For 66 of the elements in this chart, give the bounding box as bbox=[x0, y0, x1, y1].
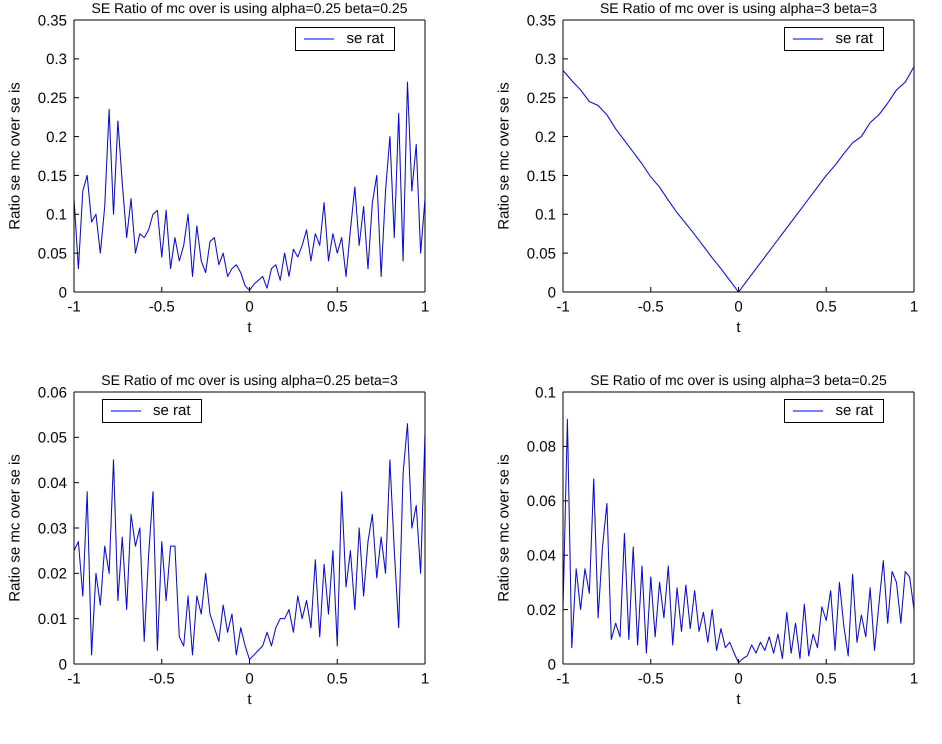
chart-title: SE Ratio of mc over is using alpha=0.25 beta=0.25 bbox=[92, 0, 408, 16]
y-tick-label: 0.02 bbox=[526, 602, 556, 619]
y-tick-label: 0.01 bbox=[38, 610, 67, 628]
y-tick-label: 0.02 bbox=[38, 566, 67, 583]
x-tick-label: 0 bbox=[734, 670, 743, 688]
x-tick-label: -0.5 bbox=[148, 670, 175, 688]
y-tick-label: 0.15 bbox=[38, 168, 67, 185]
y-tick-label: 0.1 bbox=[535, 384, 556, 402]
y-tick-label: 0.05 bbox=[526, 245, 556, 262]
x-tick-label: 0.5 bbox=[816, 298, 837, 316]
x-tick-label: 1 bbox=[910, 298, 918, 316]
x-tick-label: 0 bbox=[245, 298, 254, 316]
y-tick-label: 0.03 bbox=[38, 520, 67, 538]
x-tick-label: -1 bbox=[67, 670, 81, 688]
y-tick-label: 0 bbox=[58, 284, 67, 302]
legend-label: se rat bbox=[835, 30, 873, 47]
chart-title: SE Ratio of mc over is using alpha=3 beta=0.25 bbox=[590, 372, 887, 388]
y-tick-label: 0.04 bbox=[38, 474, 67, 492]
chart-title: SE Ratio of mc over is using alpha=0.25 beta=3 bbox=[101, 372, 398, 388]
y-axis-title: Ratio se mc over se is bbox=[495, 82, 512, 230]
x-tick-label: 0 bbox=[734, 298, 743, 316]
y-axis-title: Ratio se mc over se is bbox=[6, 454, 24, 602]
y-tick-label: 0 bbox=[58, 656, 67, 674]
x-axis-title: t bbox=[736, 319, 742, 336]
y-tick-label: 0.05 bbox=[38, 245, 67, 262]
x-tick-label: -0.5 bbox=[638, 670, 664, 688]
y-tick-label: 0.05 bbox=[38, 430, 67, 447]
y-tick-label: 0.06 bbox=[38, 384, 67, 402]
x-tick-label: 1 bbox=[420, 298, 430, 316]
y-axis-title: Ratio se mc over se is bbox=[495, 454, 512, 602]
x-tick-label: -1 bbox=[556, 670, 570, 688]
x-tick-label: 0.5 bbox=[816, 670, 837, 688]
y-tick-label: 0.06 bbox=[526, 493, 556, 510]
x-tick-label: 0 bbox=[245, 670, 254, 688]
x-tick-label: -1 bbox=[556, 298, 570, 316]
y-tick-label: 0.15 bbox=[526, 168, 556, 185]
y-tick-label: 0.08 bbox=[526, 438, 556, 456]
legend-label: se rat bbox=[346, 30, 384, 47]
line-series bbox=[74, 423, 425, 660]
x-tick-label: 1 bbox=[910, 670, 918, 688]
x-tick-label: -1 bbox=[67, 298, 81, 316]
x-tick-label: 1 bbox=[420, 670, 430, 688]
y-tick-label: 0.1 bbox=[535, 206, 556, 224]
y-tick-label: 0 bbox=[548, 656, 556, 674]
x-tick-label: -0.5 bbox=[638, 298, 664, 316]
y-tick-label: 0.25 bbox=[38, 90, 67, 108]
chart-title: SE Ratio of mc over is using alpha=3 beta=3 bbox=[600, 0, 878, 16]
y-tick-label: 0.04 bbox=[526, 548, 556, 565]
x-axis-title: t bbox=[247, 319, 252, 336]
legend-label: se rat bbox=[835, 402, 873, 419]
y-tick-label: 0.2 bbox=[46, 128, 67, 146]
y-tick-label: 0.3 bbox=[46, 51, 67, 68]
x-tick-label: 0.5 bbox=[326, 670, 348, 688]
y-tick-label: 0.3 bbox=[535, 51, 556, 68]
x-tick-label: 0.5 bbox=[326, 298, 348, 316]
y-axis-title: Ratio se mc over se is bbox=[6, 82, 24, 230]
y-tick-label: 0.35 bbox=[38, 12, 67, 30]
x-axis-title: t bbox=[247, 691, 252, 708]
y-tick-label: 0.2 bbox=[535, 128, 556, 146]
y-tick-label: 0 bbox=[548, 284, 556, 302]
legend-label: se rat bbox=[153, 402, 191, 419]
y-tick-label: 0.35 bbox=[526, 12, 556, 30]
y-tick-label: 0.25 bbox=[526, 90, 556, 108]
y-tick-label: 0.1 bbox=[46, 206, 67, 224]
x-axis-title: t bbox=[736, 691, 742, 708]
x-tick-label: -0.5 bbox=[148, 298, 175, 316]
